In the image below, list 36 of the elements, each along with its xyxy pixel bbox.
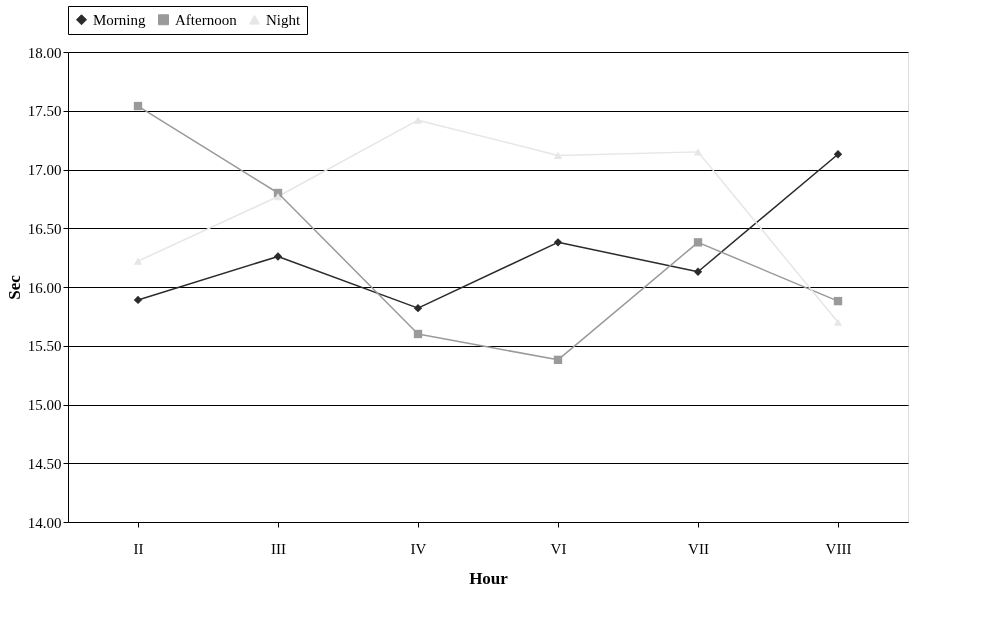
x-tick-label: VII bbox=[688, 540, 709, 557]
y-tick-label: 14.50 bbox=[27, 455, 62, 472]
point bbox=[553, 151, 563, 160]
y-tick-label: 15.50 bbox=[27, 338, 62, 355]
x-axis-title: Hour bbox=[469, 568, 509, 588]
y-tick-label: 14.00 bbox=[27, 514, 62, 531]
point bbox=[413, 116, 423, 124]
point bbox=[133, 101, 143, 111]
point bbox=[833, 296, 843, 306]
x-tick-label: IV bbox=[410, 540, 427, 557]
legend-label: Morning bbox=[93, 11, 146, 28]
point bbox=[413, 303, 423, 313]
y-axis-title: Sec bbox=[4, 274, 24, 300]
point bbox=[693, 238, 703, 247]
x-tick-label: III bbox=[271, 540, 286, 557]
y-tick-label: 18.00 bbox=[27, 44, 62, 61]
point bbox=[133, 257, 143, 265]
point bbox=[133, 295, 143, 305]
y-tick-label: 16.50 bbox=[27, 220, 62, 237]
point bbox=[553, 355, 563, 365]
point bbox=[833, 150, 843, 159]
point bbox=[273, 192, 283, 201]
x-tick-label: II bbox=[133, 540, 144, 557]
point bbox=[833, 318, 843, 326]
legend-label: Afternoon bbox=[175, 11, 238, 28]
point bbox=[413, 329, 423, 339]
x-tick-label: VI bbox=[550, 540, 567, 557]
y-tick-label: 17.50 bbox=[27, 103, 62, 120]
point bbox=[553, 238, 563, 247]
y-tick-label: 17.00 bbox=[27, 162, 62, 178]
y-tick-label: 15.00 bbox=[27, 397, 62, 413]
legend-label: Night bbox=[266, 11, 301, 28]
y-tick-label: 16.00 bbox=[27, 279, 62, 296]
x-tick-label: VIII bbox=[825, 540, 852, 557]
point bbox=[273, 252, 283, 261]
point bbox=[693, 267, 703, 276]
